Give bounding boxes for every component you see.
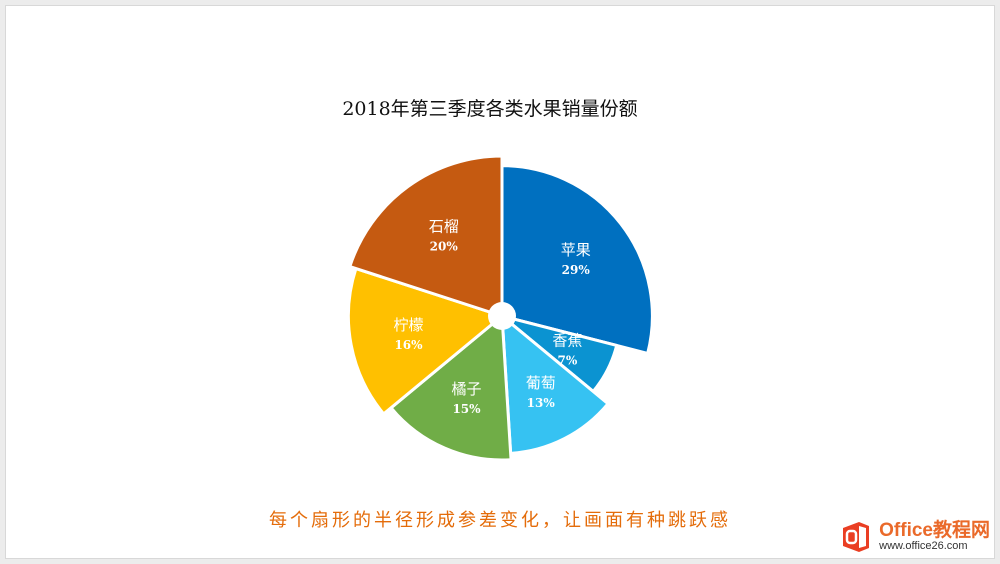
slide-caption: 每个扇形的半径形成参差变化，让画面有种跳跃感 <box>269 510 731 531</box>
slice-label-5: 石榴 <box>429 218 459 236</box>
slide: 2018年第三季度各类水果销量份额 苹果 29% 香蕉 7% 葡萄 13% 橘子 15% 柠檬 1… <box>6 6 994 558</box>
slice-label-3: 橘子 <box>451 380 481 398</box>
slice-value-0: 29% <box>562 263 591 277</box>
watermark-name: Office教程网 <box>879 520 990 542</box>
watermark: Office教程网 www.office26.com <box>839 520 990 554</box>
slice-value-2: 13% <box>527 396 556 410</box>
pie-chart: 苹果 29% 香蕉 7%葡萄 13% 橘子 15% 柠檬 16% 石榴 20% <box>346 154 654 462</box>
chart-title: 2018年第三季度各类水果销量份额 <box>342 98 638 120</box>
slice-value-4: 16% <box>394 338 423 352</box>
pie-center-hole <box>488 302 516 330</box>
pie-slice-5 <box>348 154 504 318</box>
slice-value-5: 20% <box>430 240 459 254</box>
slice-value-1: 7% <box>558 353 578 367</box>
slice-value-3: 15% <box>452 402 481 416</box>
slice-label-2: 葡萄 <box>526 374 556 392</box>
pie-slice-0 <box>500 164 654 355</box>
pie-slice-3 <box>389 314 513 462</box>
slice-label-0: 苹果 <box>561 241 591 259</box>
watermark-url: www.office26.com <box>879 540 968 553</box>
office-logo-icon <box>843 522 870 552</box>
slice-label-4: 柠檬 <box>393 316 423 334</box>
pie-slice-2 <box>500 314 610 455</box>
slice-label-1: 香蕉 <box>552 331 582 349</box>
